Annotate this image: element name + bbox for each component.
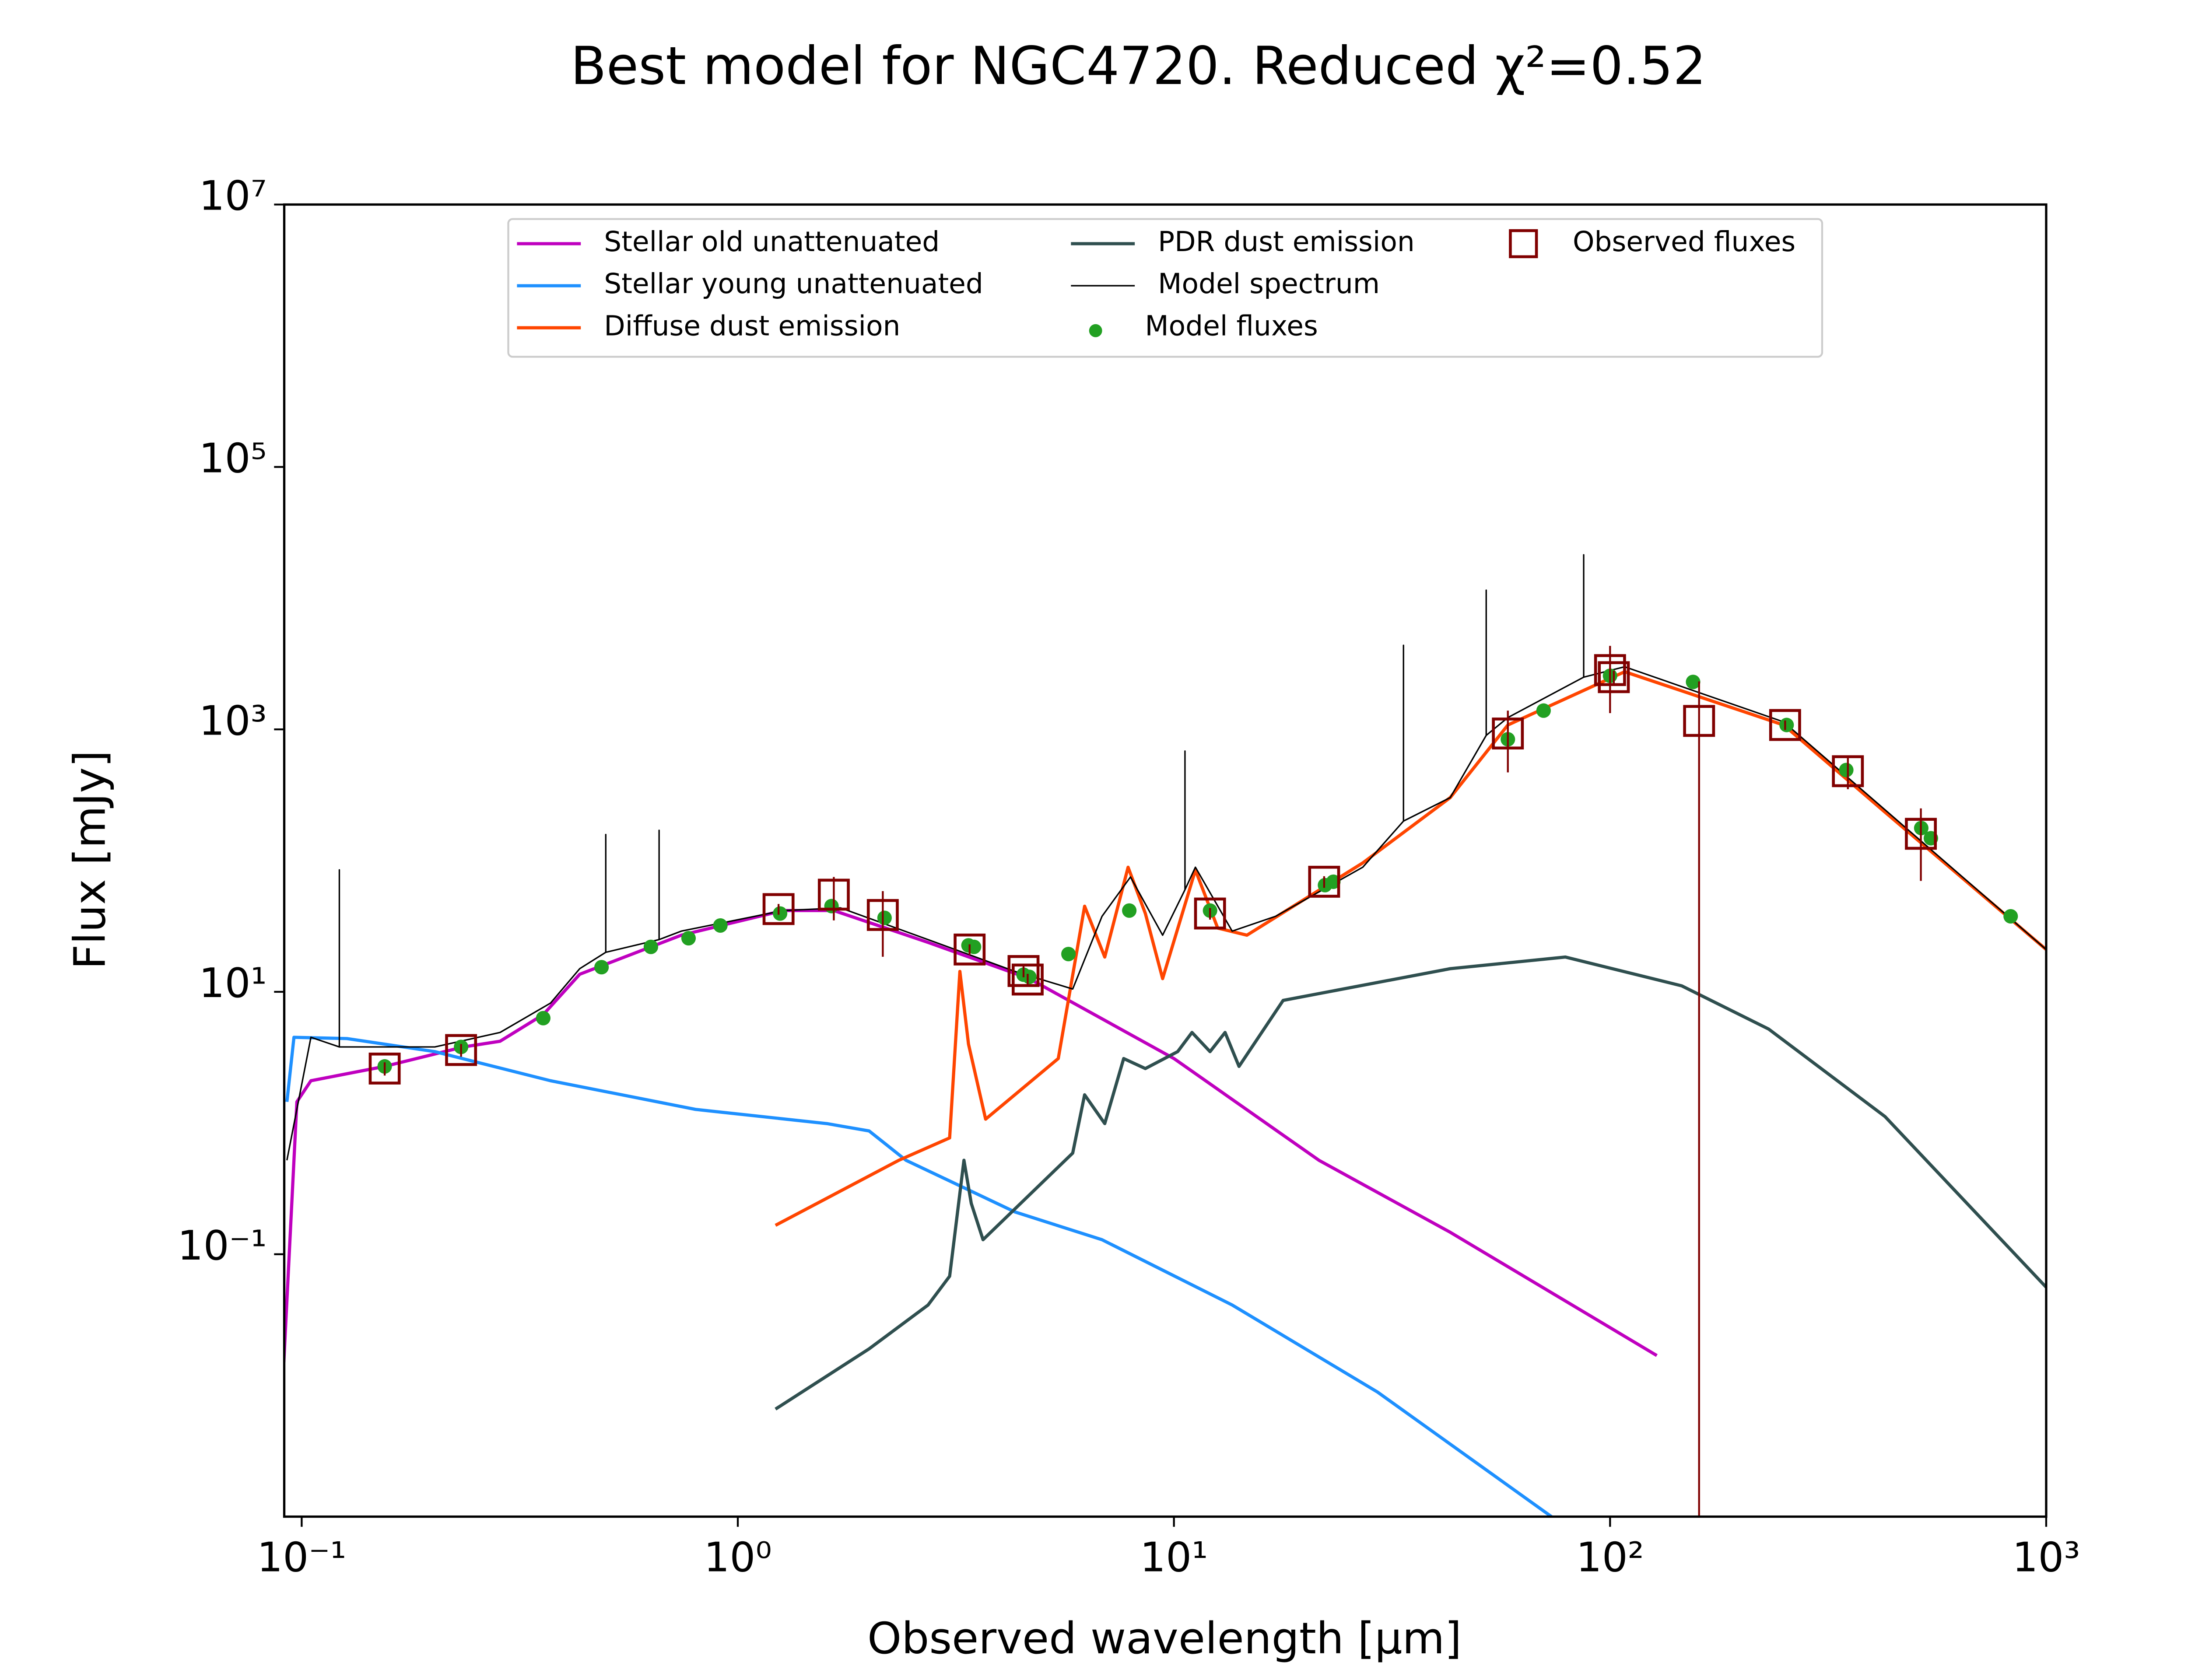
data-point: [1598, 661, 1630, 693]
data-point: [1007, 955, 1040, 987]
x-tick-label: 10¹: [1140, 1533, 1208, 1581]
data-point: [1061, 947, 1076, 962]
data-point: [1832, 755, 1864, 788]
legend-label: Stellar old unattenuated: [604, 226, 940, 258]
legend-label: Model fluxes: [1145, 310, 1318, 342]
data-point: [536, 1011, 551, 1026]
legend-label: Model spectrum: [1158, 268, 1380, 300]
data-point: [1011, 963, 1044, 996]
data-point: [866, 899, 899, 931]
legend-label: PDR dust emission: [1158, 226, 1415, 258]
y-axis-label: Flux [mJy]: [65, 750, 115, 970]
data-point: [1308, 865, 1340, 898]
plot-area: [284, 554, 2046, 1517]
legend-box: [507, 218, 1823, 358]
data-point: [1326, 874, 1341, 889]
data-point: [445, 1034, 477, 1066]
y-tick-label: 10³: [199, 697, 267, 744]
data-point: [594, 960, 609, 975]
data-point: [1122, 903, 1137, 918]
data-point: [1536, 703, 1551, 718]
data-point: [643, 939, 658, 954]
x-axis-label: Observed wavelength [μm]: [867, 1614, 1462, 1664]
data-point: [713, 918, 728, 933]
x-tick-label: 10³: [2012, 1533, 2080, 1581]
data-point: [824, 899, 839, 914]
data-point: [762, 893, 795, 925]
x-tick-label: 10⁻¹: [257, 1533, 346, 1581]
legend-marker: [1089, 324, 1102, 337]
x-tick-label: 10⁰: [704, 1533, 771, 1581]
y-tick-label: 10⁻¹: [178, 1222, 267, 1269]
legend-label: Observed fluxes: [1573, 226, 1795, 258]
x-tick-label: 10²: [1576, 1533, 1644, 1581]
series-line: [284, 909, 1658, 1363]
data-point: [368, 1052, 401, 1085]
data-point: [1492, 718, 1524, 750]
series-line: [285, 1036, 1553, 1517]
legend-marker: [1509, 229, 1538, 259]
data-point: [2003, 909, 2018, 924]
data-point: [1779, 718, 1794, 732]
series-line: [775, 670, 2046, 1227]
legend-label: Stellar young unattenuated: [604, 268, 983, 300]
series-line: [286, 554, 2046, 1161]
data-point: [1022, 970, 1037, 984]
data-point: [877, 910, 892, 925]
y-tick-label: 10⁵: [199, 434, 267, 482]
data-point: [773, 906, 788, 921]
data-point: [1683, 705, 1715, 737]
y-tick-label: 10⁷: [199, 172, 267, 220]
y-tick-label: 10¹: [199, 959, 267, 1007]
data-point: [1839, 763, 1854, 777]
data-point: [817, 878, 850, 911]
data-point: [1769, 709, 1801, 741]
data-point: [1686, 675, 1701, 690]
legend-label: Diffuse dust emission: [604, 310, 900, 342]
plot-frame: [283, 203, 2048, 1518]
data-point: [954, 933, 986, 966]
data-point: [681, 931, 696, 946]
data-point: [1194, 897, 1226, 930]
chart-title: Best model for NGC4720. Reduced χ²=0.52: [571, 36, 1706, 97]
data-point: [1594, 654, 1626, 686]
series-line: [775, 955, 2046, 1410]
data-point: [1905, 818, 1937, 850]
